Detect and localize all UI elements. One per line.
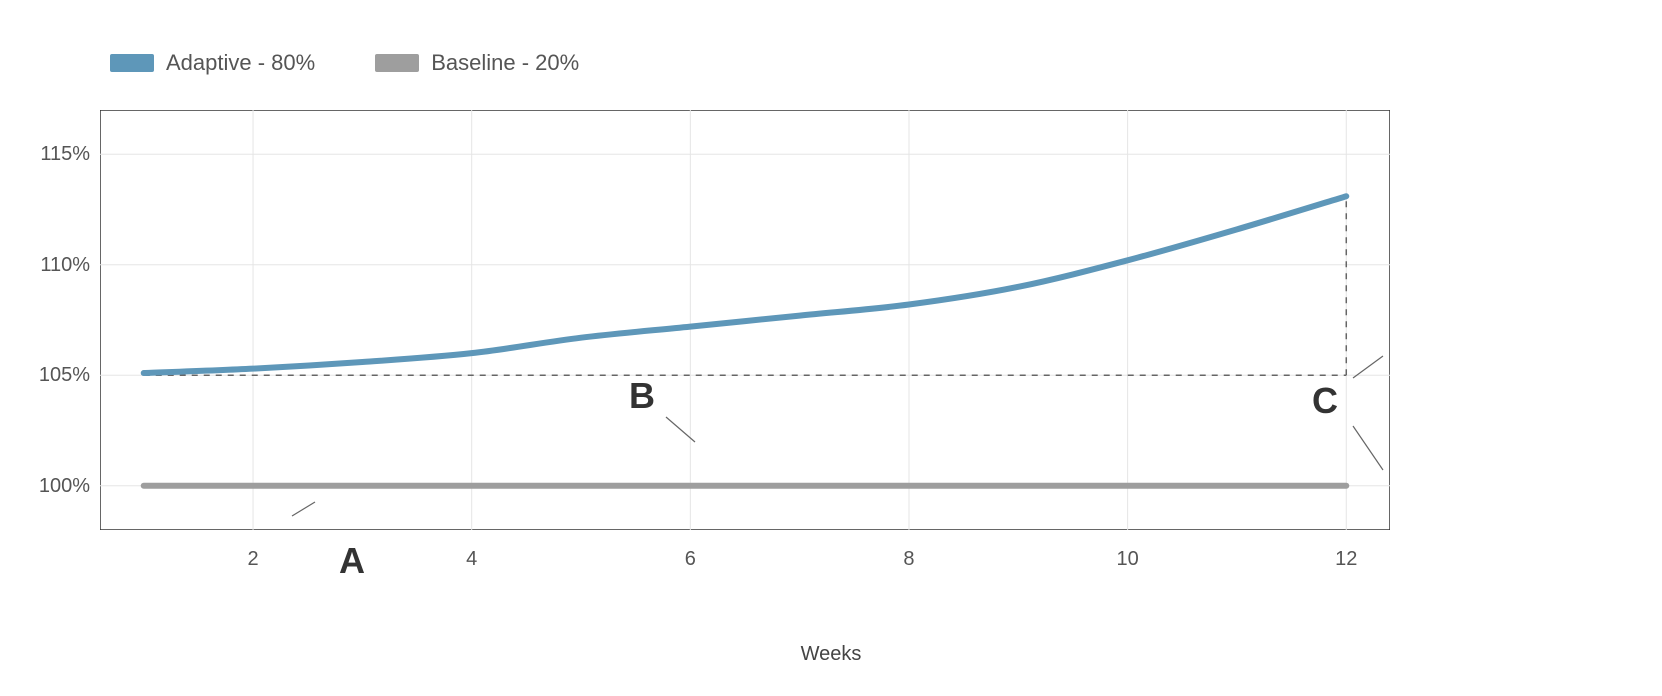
legend-swatch-baseline [375,54,419,72]
annotation-label-b: B [629,375,655,417]
y-tick-label: 105% [0,364,90,387]
x-tick-label: 6 [685,548,696,571]
x-tick-label: 2 [247,548,258,571]
y-tick-label: 115% [0,143,90,166]
y-tick-label: 100% [0,475,90,498]
legend-label-baseline: Baseline - 20% [431,50,579,76]
line-chart [100,110,1390,530]
legend-label-adaptive: Adaptive - 80% [166,50,315,76]
chart-container: { "legend": { "items": [ { "label": "Ada… [0,0,1662,696]
y-tick-label: 110% [0,254,90,277]
x-tick-label: 10 [1117,548,1139,571]
x-tick-label: 4 [466,548,477,571]
x-axis-title: Weeks [801,643,862,666]
legend-item-adaptive: Adaptive - 80% [110,50,315,76]
annotation-label-c: C [1312,380,1338,422]
x-tick-label: 12 [1335,548,1357,571]
legend-swatch-adaptive [110,54,154,72]
legend-item-baseline: Baseline - 20% [375,50,579,76]
annotation-label-a: A [339,540,365,582]
legend: Adaptive - 80% Baseline - 20% [110,50,579,76]
x-tick-label: 8 [903,548,914,571]
